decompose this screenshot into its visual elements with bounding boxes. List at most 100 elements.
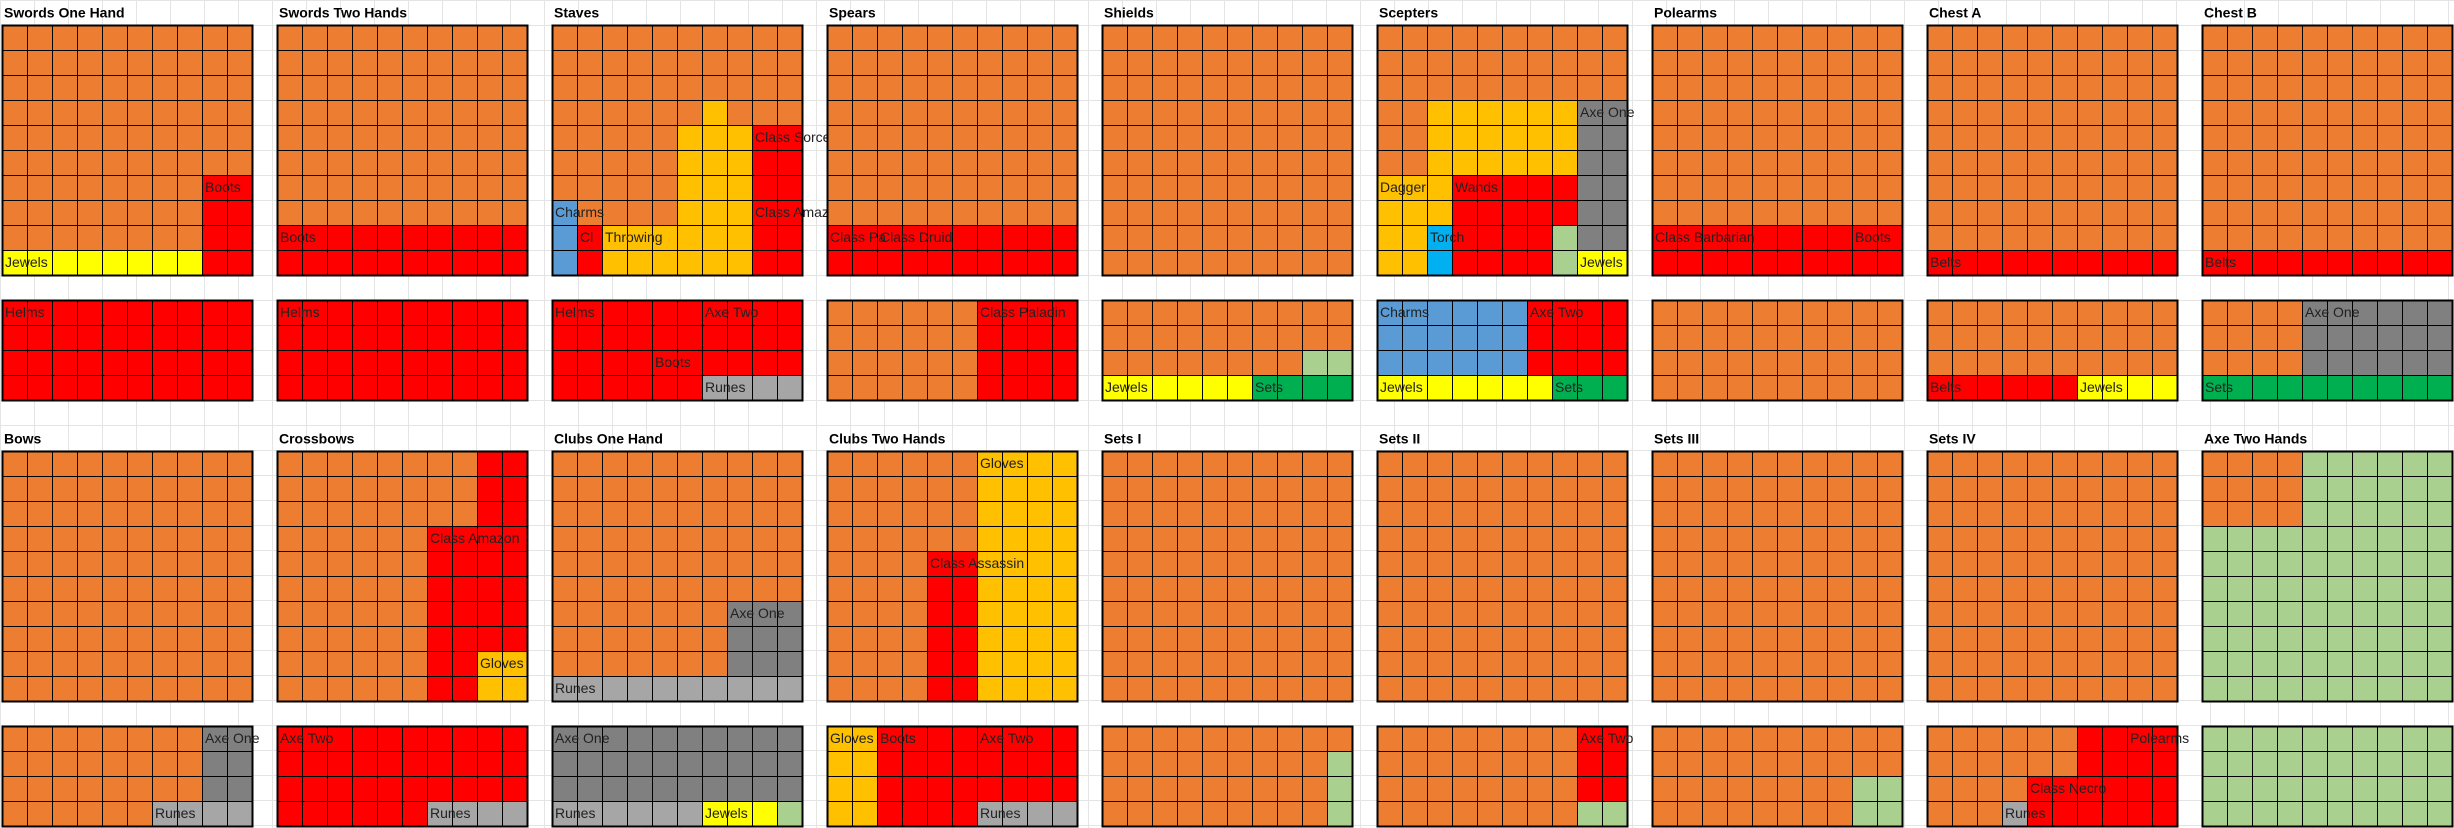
cell xyxy=(2302,200,2328,226)
cell xyxy=(2277,526,2303,552)
cell xyxy=(1927,325,1953,351)
cell xyxy=(1402,551,1428,577)
cell xyxy=(1552,676,1578,702)
cell xyxy=(1727,576,1753,602)
cell xyxy=(477,100,503,126)
cell xyxy=(1202,751,1228,777)
cell xyxy=(277,651,303,677)
cell xyxy=(1652,150,1678,176)
cell xyxy=(1252,200,1278,226)
cell xyxy=(627,375,653,401)
cell xyxy=(1302,501,1328,527)
cell xyxy=(1677,200,1703,226)
cell xyxy=(2002,350,2028,376)
cell xyxy=(152,526,178,552)
cell xyxy=(2302,801,2328,827)
cell xyxy=(77,125,103,151)
cell xyxy=(827,451,853,477)
cell xyxy=(1952,125,1978,151)
cell xyxy=(1702,501,1728,527)
cell xyxy=(1577,501,1603,527)
cell xyxy=(702,476,728,502)
cell xyxy=(2327,751,2353,777)
cell xyxy=(2227,350,2253,376)
cell xyxy=(2427,25,2453,51)
cell xyxy=(1427,626,1453,652)
cell xyxy=(1452,776,1478,802)
cell xyxy=(102,100,128,126)
cell xyxy=(1652,300,1678,326)
cell xyxy=(852,451,878,477)
cell xyxy=(627,626,653,652)
grid-border xyxy=(2201,299,2454,402)
cell xyxy=(152,601,178,627)
cell xyxy=(1377,350,1403,376)
cell xyxy=(852,651,878,677)
cell xyxy=(2052,676,2078,702)
cell xyxy=(902,476,928,502)
cell xyxy=(177,325,203,351)
cell xyxy=(1102,225,1128,251)
cell xyxy=(777,225,803,251)
cell xyxy=(2202,225,2228,251)
cell xyxy=(2152,676,2178,702)
cell xyxy=(902,726,928,752)
cell xyxy=(127,751,153,777)
cell xyxy=(1927,601,1953,627)
cell xyxy=(52,751,78,777)
cell xyxy=(2252,676,2278,702)
grid-border xyxy=(551,299,804,402)
cell xyxy=(1052,200,1078,226)
cell xyxy=(1327,551,1353,577)
cell xyxy=(2252,125,2278,151)
cell xyxy=(27,576,53,602)
cell xyxy=(1327,676,1353,702)
cell xyxy=(827,175,853,201)
cell xyxy=(1752,676,1778,702)
cell xyxy=(2402,726,2428,752)
cell xyxy=(627,601,653,627)
cell xyxy=(2152,751,2178,777)
cell xyxy=(1502,451,1528,477)
region-label: Jewels xyxy=(2080,379,2123,395)
cell xyxy=(52,551,78,577)
cell xyxy=(402,300,428,326)
cell xyxy=(227,551,253,577)
cell xyxy=(1977,626,2003,652)
cell xyxy=(2302,350,2328,376)
cell xyxy=(2427,526,2453,552)
cell xyxy=(1477,576,1503,602)
cell xyxy=(627,651,653,677)
cell xyxy=(377,576,403,602)
cell xyxy=(1727,175,1753,201)
cell xyxy=(2327,776,2353,802)
cell xyxy=(1752,125,1778,151)
cell xyxy=(902,100,928,126)
cell xyxy=(552,250,578,276)
cell xyxy=(1102,726,1128,752)
cell xyxy=(1952,576,1978,602)
cell xyxy=(2227,125,2253,151)
cell xyxy=(627,501,653,527)
cell xyxy=(102,200,128,226)
cell xyxy=(1602,100,1628,126)
cell xyxy=(877,726,903,752)
cell xyxy=(1202,200,1228,226)
cell xyxy=(1402,651,1428,677)
cell xyxy=(227,676,253,702)
cell xyxy=(477,626,503,652)
cell xyxy=(1577,125,1603,151)
cell xyxy=(902,350,928,376)
cell xyxy=(102,601,128,627)
cell xyxy=(2027,125,2053,151)
cell xyxy=(2427,125,2453,151)
cell xyxy=(1502,175,1528,201)
cell xyxy=(302,150,328,176)
cell xyxy=(2402,551,2428,577)
cell xyxy=(1502,375,1528,401)
cell xyxy=(377,325,403,351)
panel-title: Clubs Two Hands xyxy=(829,431,946,447)
cell xyxy=(1827,375,1853,401)
cell xyxy=(852,325,878,351)
cell xyxy=(1127,50,1153,76)
